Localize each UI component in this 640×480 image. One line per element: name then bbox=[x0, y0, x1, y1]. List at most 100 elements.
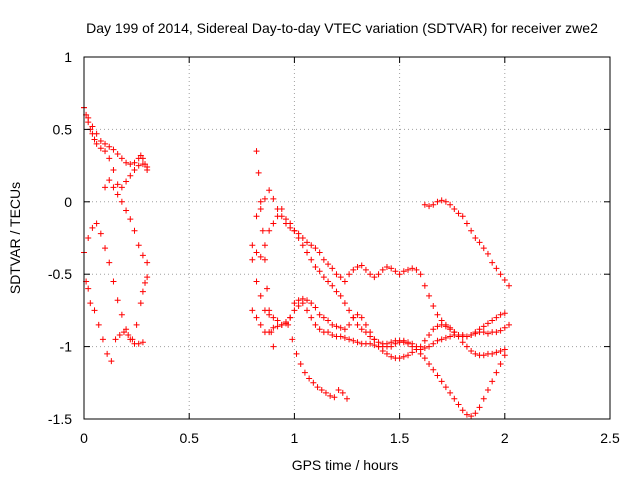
data-point bbox=[442, 198, 449, 205]
data-point bbox=[304, 297, 311, 304]
data-point bbox=[106, 155, 113, 162]
data-point bbox=[371, 336, 378, 343]
data-point bbox=[308, 314, 315, 321]
data-point bbox=[253, 314, 260, 321]
grid-lines bbox=[84, 57, 610, 419]
data-point bbox=[312, 321, 319, 328]
data-point bbox=[274, 323, 281, 330]
data-point bbox=[114, 297, 121, 304]
data-point bbox=[396, 337, 403, 344]
data-point bbox=[409, 349, 416, 356]
data-point bbox=[118, 198, 125, 205]
series-track-e bbox=[102, 161, 151, 198]
data-point bbox=[299, 242, 306, 249]
data-point bbox=[125, 332, 132, 339]
data-point bbox=[362, 266, 369, 273]
data-point bbox=[139, 288, 146, 295]
data-point bbox=[480, 352, 487, 359]
data-point bbox=[400, 339, 407, 346]
data-point bbox=[97, 230, 104, 237]
data-point bbox=[346, 336, 353, 343]
data-point bbox=[497, 271, 504, 278]
y-tick-label: -1 bbox=[60, 339, 73, 355]
data-point bbox=[85, 119, 92, 126]
data-point bbox=[350, 337, 357, 344]
data-point bbox=[417, 271, 424, 278]
data-point bbox=[261, 256, 268, 263]
series-track-a bbox=[81, 104, 151, 173]
data-point bbox=[102, 148, 109, 155]
data-point bbox=[110, 166, 117, 173]
data-point bbox=[388, 339, 395, 346]
data-point bbox=[442, 334, 449, 341]
data-point bbox=[289, 336, 296, 343]
data-point bbox=[506, 282, 513, 289]
data-point bbox=[253, 249, 260, 256]
data-point bbox=[85, 235, 92, 241]
data-point bbox=[261, 242, 268, 249]
data-point bbox=[249, 256, 256, 263]
data-point bbox=[434, 337, 441, 344]
data-point bbox=[266, 307, 273, 314]
series-track-l bbox=[421, 197, 513, 289]
data-point bbox=[335, 387, 342, 394]
data-point bbox=[106, 177, 113, 184]
data-point bbox=[295, 235, 302, 241]
data-points bbox=[81, 104, 513, 420]
data-point bbox=[144, 164, 151, 171]
data-point bbox=[388, 353, 395, 360]
data-point bbox=[270, 314, 277, 321]
data-point bbox=[413, 266, 420, 273]
data-point bbox=[455, 210, 462, 217]
data-point bbox=[463, 220, 470, 227]
data-point bbox=[447, 333, 454, 340]
x-tick-label: 1 bbox=[291, 430, 299, 446]
axis-ticks: 0 0.5 1 1.5 2 2.5 -1.5 -1 -0.5 0 0.5 1 bbox=[48, 49, 620, 446]
data-point bbox=[468, 332, 475, 339]
data-point bbox=[434, 311, 441, 318]
data-point bbox=[257, 292, 264, 299]
data-point bbox=[354, 339, 361, 346]
data-point bbox=[118, 311, 125, 318]
data-point bbox=[102, 140, 109, 147]
data-point bbox=[472, 235, 479, 241]
data-point bbox=[341, 326, 348, 333]
data-point bbox=[268, 329, 275, 336]
data-point bbox=[291, 300, 298, 307]
series-track-k bbox=[253, 148, 277, 350]
data-point bbox=[362, 329, 369, 336]
data-point bbox=[274, 317, 281, 324]
data-point bbox=[135, 242, 142, 249]
data-point bbox=[93, 220, 100, 227]
data-point bbox=[308, 300, 315, 307]
data-point bbox=[322, 389, 329, 396]
data-point bbox=[97, 137, 104, 144]
data-point bbox=[295, 297, 302, 304]
data-point bbox=[341, 300, 348, 307]
data-point bbox=[123, 159, 130, 166]
data-point bbox=[350, 314, 357, 321]
series-track-d bbox=[85, 220, 146, 347]
data-point bbox=[139, 155, 146, 162]
data-point bbox=[426, 360, 433, 367]
data-point bbox=[476, 239, 483, 246]
data-point bbox=[337, 292, 344, 299]
data-point bbox=[463, 411, 470, 418]
data-point bbox=[354, 321, 361, 328]
data-point bbox=[282, 220, 289, 227]
data-point bbox=[264, 285, 271, 292]
data-point bbox=[371, 342, 378, 349]
data-point bbox=[358, 326, 365, 333]
data-point bbox=[99, 336, 106, 343]
data-point bbox=[421, 345, 428, 352]
data-point bbox=[106, 259, 113, 266]
y-tick-label: 1 bbox=[64, 49, 72, 65]
data-point bbox=[421, 337, 428, 344]
x-tick-label: 2.5 bbox=[600, 430, 620, 446]
y-tick-label: 0 bbox=[64, 194, 72, 210]
data-point bbox=[278, 213, 285, 220]
data-point bbox=[400, 353, 407, 360]
data-point bbox=[493, 265, 500, 272]
data-point bbox=[308, 256, 315, 263]
data-point bbox=[388, 265, 395, 272]
